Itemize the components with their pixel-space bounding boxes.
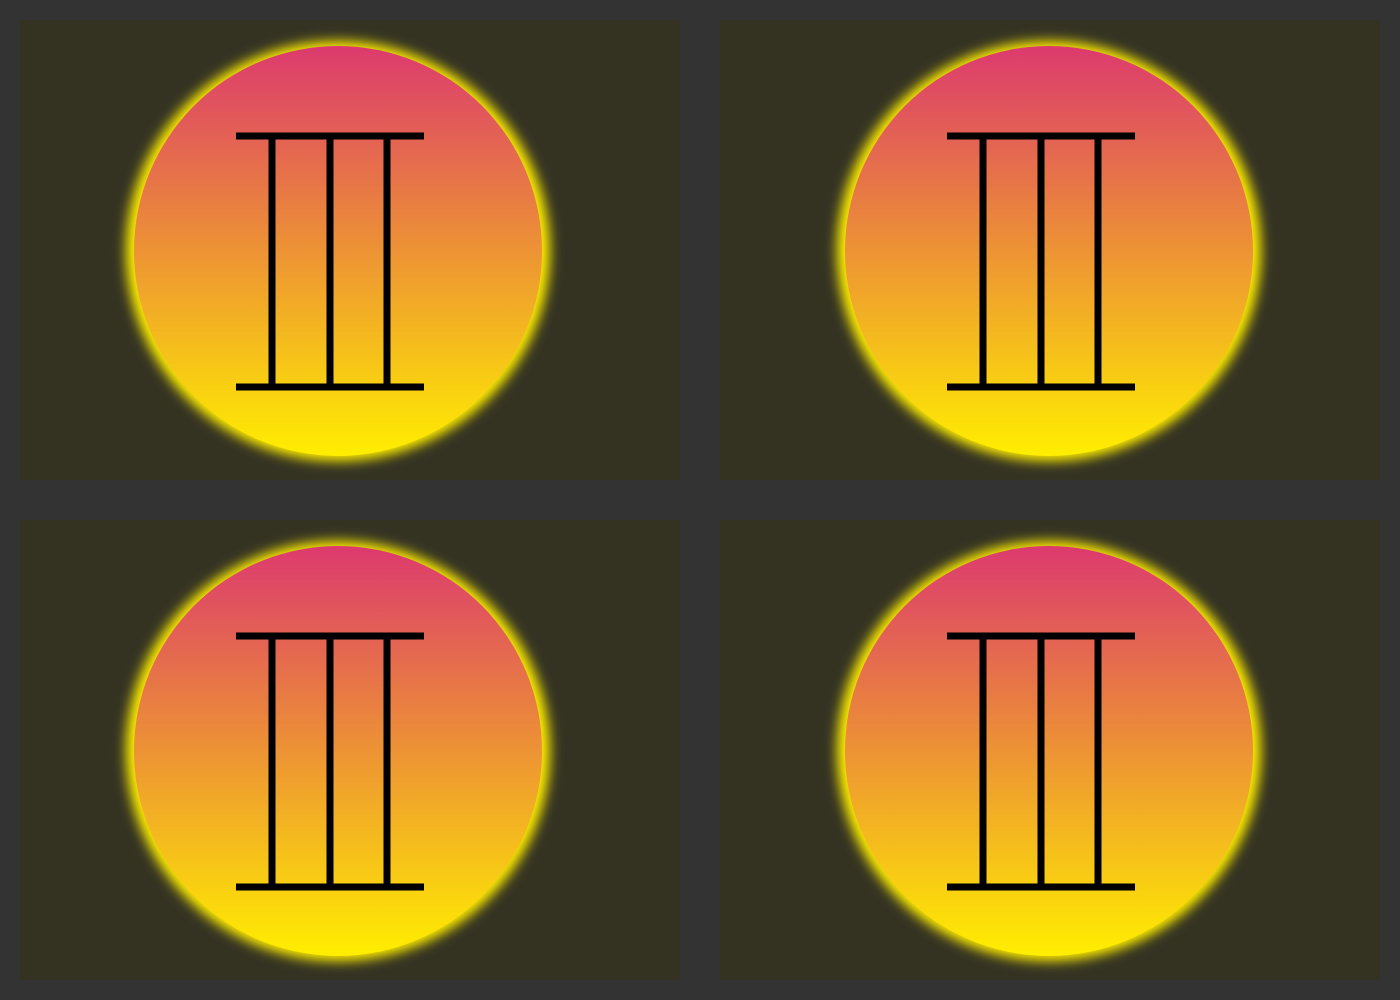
gradient-disc bbox=[845, 546, 1253, 956]
gemini-symbol-icon bbox=[20, 520, 680, 980]
symbol-panel-3 bbox=[20, 520, 680, 980]
symbol-panel-4 bbox=[720, 520, 1380, 980]
gradient-disc bbox=[134, 546, 542, 956]
gradient-disc bbox=[134, 46, 542, 456]
gemini-glyph bbox=[236, 132, 424, 391]
gemini-symbol-icon bbox=[720, 520, 1380, 980]
gradient-disc bbox=[845, 46, 1253, 456]
symbol-panel-1 bbox=[20, 20, 680, 480]
gemini-symbol-icon bbox=[720, 20, 1380, 480]
gemini-symbol-icon bbox=[20, 20, 680, 480]
gemini-glyph bbox=[236, 632, 424, 891]
symbol-panel-2 bbox=[720, 20, 1380, 480]
gemini-glyph bbox=[947, 632, 1135, 891]
gemini-glyph bbox=[947, 132, 1135, 391]
